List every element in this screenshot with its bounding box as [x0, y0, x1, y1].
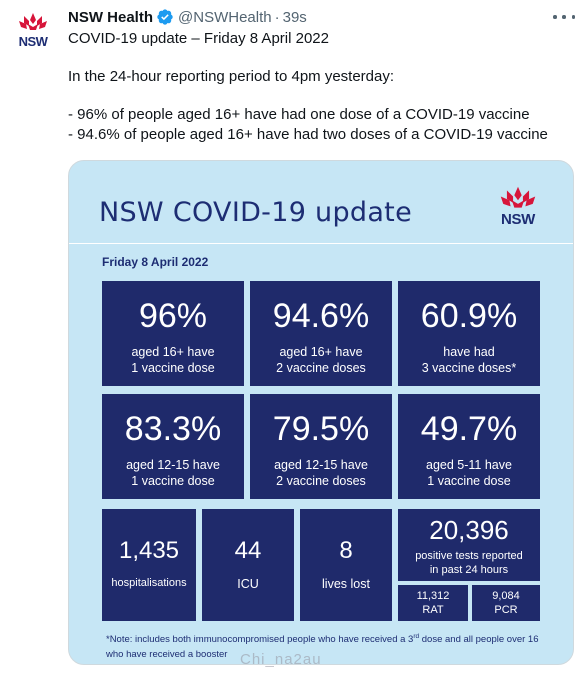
stat-tile: 83.3% aged 12-15 have 1 vaccine dose — [102, 394, 244, 499]
pcr-value: 9,084 — [492, 590, 520, 602]
author-name[interactable]: NSW Health — [68, 8, 154, 26]
tweet-timestamp[interactable]: 39s — [282, 8, 307, 26]
nsw-logo: NSW — [493, 183, 543, 233]
verified-badge-icon — [156, 8, 174, 26]
hospitalisations-label: hospitalisations — [111, 577, 187, 589]
stat-tile: 49.7% aged 5-11 have 1 vaccine dose — [398, 394, 540, 499]
separator-dot: · — [274, 8, 280, 26]
tweet-line: - 96% of people aged 16+ have had one do… — [68, 106, 530, 123]
stat-label: 1 vaccine dose — [427, 474, 511, 488]
stat-label: aged 16+ have — [131, 345, 215, 359]
card-date: Friday 8 April 2022 — [102, 255, 209, 269]
avatar-logo-text: NSW — [18, 34, 48, 49]
footnote-text: *Note: includes both immunocompromised p… — [106, 634, 414, 646]
stat-tile: 96% aged 16+ have 1 vaccine dose — [102, 281, 244, 386]
stat-value: 60.9% — [420, 297, 518, 335]
stat-label: 1 vaccine dose — [131, 361, 215, 375]
tweet-line: COVID-19 update – Friday 8 April 2022 — [68, 30, 329, 47]
stat-label: aged 12-15 have — [274, 458, 368, 472]
pcr-label: PCR — [494, 604, 518, 616]
card-footnote: *Note: includes both immunocompromised p… — [106, 629, 556, 662]
stat-value: 83.3% — [124, 410, 222, 448]
stat-label: 2 vaccine doses — [276, 474, 366, 488]
stat-label: aged 5-11 have — [426, 458, 512, 472]
deaths-label: lives lost — [322, 577, 370, 591]
nsw-logo-text: NSW — [500, 211, 536, 228]
media-card[interactable]: NSW COVID-19 update NSW Friday 8 April 2… — [68, 160, 574, 665]
tests-tile: 20,396 positive tests reported in past 2… — [398, 509, 540, 581]
stat-value: 94.6% — [272, 297, 370, 335]
stat-label: have had — [443, 345, 495, 359]
footnote-text: dose and all people over 16 who have rec… — [106, 634, 539, 661]
deaths-value: 8 — [339, 537, 353, 564]
stat-value: 79.5% — [272, 410, 370, 448]
tests-value: 20,396 — [429, 515, 509, 545]
deaths-tile: 8 lives lost — [300, 509, 392, 621]
tweet-text: COVID-19 update – Friday 8 April 2022 In… — [68, 29, 573, 145]
icu-label: ICU — [237, 577, 259, 591]
stat-tile: 94.6% aged 16+ have 2 vaccine doses — [250, 281, 392, 386]
icu-tile: 44 ICU — [202, 509, 294, 621]
stat-value: 96% — [138, 297, 208, 335]
card-divider — [69, 243, 573, 244]
stat-label: aged 16+ have — [279, 345, 363, 359]
tests-label: in past 24 hours — [429, 564, 509, 576]
tweet-header: NSW Health @NSWHealth · 39s — [68, 7, 307, 27]
stat-label: 2 vaccine doses — [276, 361, 366, 375]
stat-label: 3 vaccine doses* — [421, 361, 517, 375]
hospitalisations-value: 1,435 — [118, 537, 180, 564]
stat-label: aged 12-15 have — [126, 458, 220, 472]
waratah-icon — [19, 13, 47, 30]
stat-value: 49.7% — [420, 410, 518, 448]
more-options-icon[interactable] — [553, 8, 575, 26]
tests-label: positive tests reported — [415, 550, 523, 562]
tweet-line: In the 24-hour reporting period to 4pm y… — [68, 68, 395, 85]
pcr-tile: 9,084 PCR — [472, 585, 540, 621]
card-header: NSW COVID-19 update NSW — [69, 161, 573, 241]
rat-value: 11,312 — [416, 590, 450, 602]
avatar[interactable]: NSW — [14, 10, 52, 49]
author-handle[interactable]: @NSWHealth — [178, 8, 272, 26]
stat-label: 1 vaccine dose — [131, 474, 215, 488]
rat-tile: 11,312 RAT — [398, 585, 468, 621]
waratah-icon — [500, 186, 536, 208]
footnote-superscript: rd — [413, 633, 420, 640]
rat-label: RAT — [422, 604, 444, 616]
icu-value: 44 — [234, 537, 262, 564]
card-title: NSW COVID-19 update — [99, 197, 412, 228]
tweet-line: - 94.6% of people aged 16+ have had two … — [68, 126, 548, 143]
stat-tile: 79.5% aged 12-15 have 2 vaccine doses — [250, 394, 392, 499]
watermark: Chi_na2au — [240, 651, 322, 668]
stat-tile: 60.9% have had 3 vaccine doses* — [398, 281, 540, 386]
hospitalisations-tile: 1,435 hospitalisations — [102, 509, 196, 621]
